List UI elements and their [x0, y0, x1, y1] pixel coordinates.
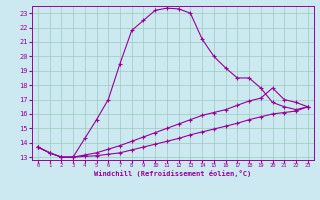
- X-axis label: Windchill (Refroidissement éolien,°C): Windchill (Refroidissement éolien,°C): [94, 170, 252, 177]
